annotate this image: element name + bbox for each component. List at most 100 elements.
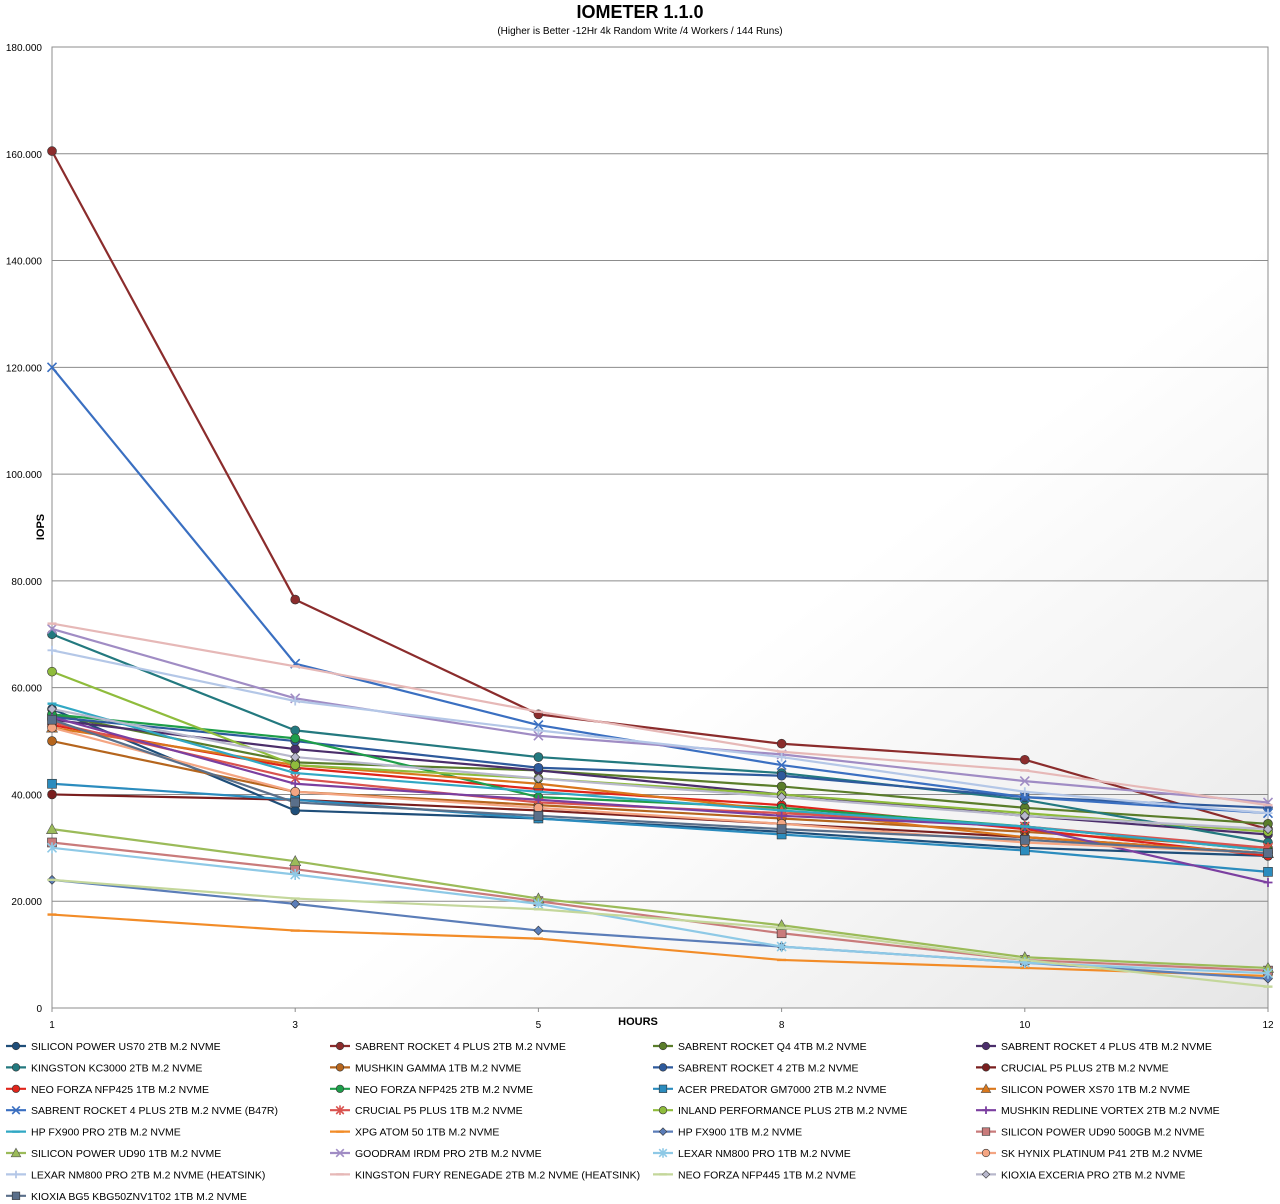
series-line [51,707,1269,831]
data-point [47,722,57,733]
legend-item: KINGSTON KC3000 2TB M.2 NVME [6,1062,202,1074]
y-tick-label: 180.000 [6,43,43,54]
legend-item: SABRENT ROCKET 4 2TB M.2 NVME [653,1062,859,1074]
data-point [533,762,544,773]
data-point [1019,835,1030,845]
series-27 [47,878,1273,988]
data-point [290,752,301,762]
x-tick-label: 8 [779,1020,785,1031]
legend-item: MUSHKIN REDLINE VORTEX 2TB M.2 NVME [976,1105,1220,1117]
data-point [290,733,301,744]
legend-item: KIOXIA EXCERIA PRO 2TB M.2 NVME [976,1169,1185,1181]
data-point [1019,792,1030,803]
data-point [776,824,787,834]
legend-item: SABRENT ROCKET 4 PLUS 4TB M.2 NVME [976,1041,1212,1053]
series-line [51,150,1269,831]
data-point [47,704,57,714]
data-point [776,941,787,953]
y-tick-label: 20.000 [11,897,42,908]
data-point [45,823,59,834]
data-point [1020,825,1030,828]
data-point [290,898,301,909]
series-lines [45,146,1275,988]
legend-swatch-marker [335,1084,345,1093]
series-16 [47,712,1273,888]
legend-item: LEXAR NM800 PRO 2TB M.2 NVME (HEATSINK) [6,1169,265,1181]
data-point [533,925,544,936]
series-line [51,649,1269,815]
y-axis-ticks: 0 20.000 40.000 60.000 80.000 100.000 120.000 1… [6,43,43,1015]
y-tick-label: 80.000 [11,577,42,588]
y-axis-label: IOPS [35,514,47,540]
series-line [51,627,1269,804]
data-point [533,898,544,910]
data-point [47,789,57,800]
legend-label: KIOXIA BG5 KBG50ZNV1T02 1TB M.2 NVME [31,1191,247,1203]
legend-item: NEO FORZA NFP425 2TB M.2 NVME [330,1084,533,1096]
y-tick-label: 60.000 [11,684,42,695]
data-point [1263,878,1273,888]
data-point [290,779,300,789]
data-point [776,928,787,939]
legend-label: SABRENT ROCKET 4 PLUS 2TB M.2 NVME (B47R… [31,1105,278,1117]
data-point [289,855,302,866]
series-line [51,828,1269,970]
series-25 [47,645,1273,818]
legend-swatch-marker [981,1041,991,1051]
legend-label: NEO FORZA NFP445 1TB M.2 NVME [678,1169,856,1181]
series-line [51,702,1269,852]
legend-item: SABRENT ROCKET 4 PLUS 2TB M.2 NVME [330,1041,566,1053]
legend-label: SILICON POWER UD90 500GB M.2 NVME [1001,1127,1205,1139]
legend-item: MUSHKIN GAMMA 1TB M.2 NVME [330,1062,521,1074]
legend-item: SABRENT ROCKET Q4 4TB M.2 NVME [653,1041,867,1053]
y-tick-label: 140.000 [6,257,43,268]
data-point [1262,967,1274,979]
data-point [290,696,300,706]
data-point [777,809,787,812]
data-point [47,622,57,625]
legend-item: SILICON POWER XS70 1TB M.2 NVME [976,1083,1190,1096]
series-line [51,878,1269,988]
data-point [47,714,57,725]
legend-swatch-marker [335,1105,345,1115]
legend-label: SK HYNIX PLATINUM P41 2TB M.2 NVME [1001,1148,1203,1160]
legend-swatch-marker [658,1148,668,1158]
data-point [47,645,57,655]
legend-item: NEO FORZA NFP445 1TB M.2 NVME [653,1169,856,1181]
data-point [1020,787,1030,797]
legend-label: SILICON POWER XS70 1TB M.2 NVME [1001,1084,1190,1096]
data-point [47,702,57,705]
series-28 [47,704,1273,835]
data-point [777,752,787,762]
data-point [47,878,57,882]
data-point [290,594,301,605]
data-point [47,913,57,916]
x-tick-label: 12 [1262,1020,1274,1031]
data-point [533,719,544,731]
data-point [290,805,301,816]
y-tick-label: 160.000 [6,150,43,161]
chart-title: IOMETER 1.1.0 [576,2,703,22]
legend-swatch-marker [12,1170,20,1179]
legend-swatch-marker [981,1148,991,1158]
legend-item: CRUCIAL P5 PLUS 2TB M.2 NVME [976,1062,1169,1074]
legend-label: SILICON POWER US70 2TB M.2 NVME [31,1041,221,1053]
legend-swatch-marker [335,1063,345,1072]
legend-item: SK HYNIX PLATINUM P41 2TB M.2 NVME [976,1148,1203,1160]
legend-label: ACER PREDATOR GM7000 2TB M.2 NVME [678,1084,887,1096]
legend-swatch-marker [981,1170,991,1179]
data-point [533,790,543,793]
data-point [290,771,300,775]
legend-swatch-marker [658,1106,668,1115]
legend-label: LEXAR NM800 PRO 1TB M.2 NVME [678,1148,851,1160]
legend-item: INLAND PERFORMANCE PLUS 2TB M.2 NVME [653,1105,907,1117]
y-tick-label: 0 [36,1004,42,1015]
legend-swatch-marker [335,1148,345,1158]
legend-label: LEXAR NM800 PRO 2TB M.2 NVME (HEATSINK) [31,1169,265,1181]
data-point [533,795,543,805]
legend-item: HP FX900 PRO 2TB M.2 NVME [6,1127,181,1139]
legend-swatch-marker [658,1041,668,1051]
data-point [1020,754,1030,765]
legend-swatch-marker [11,1084,21,1093]
data-point [1019,776,1030,787]
